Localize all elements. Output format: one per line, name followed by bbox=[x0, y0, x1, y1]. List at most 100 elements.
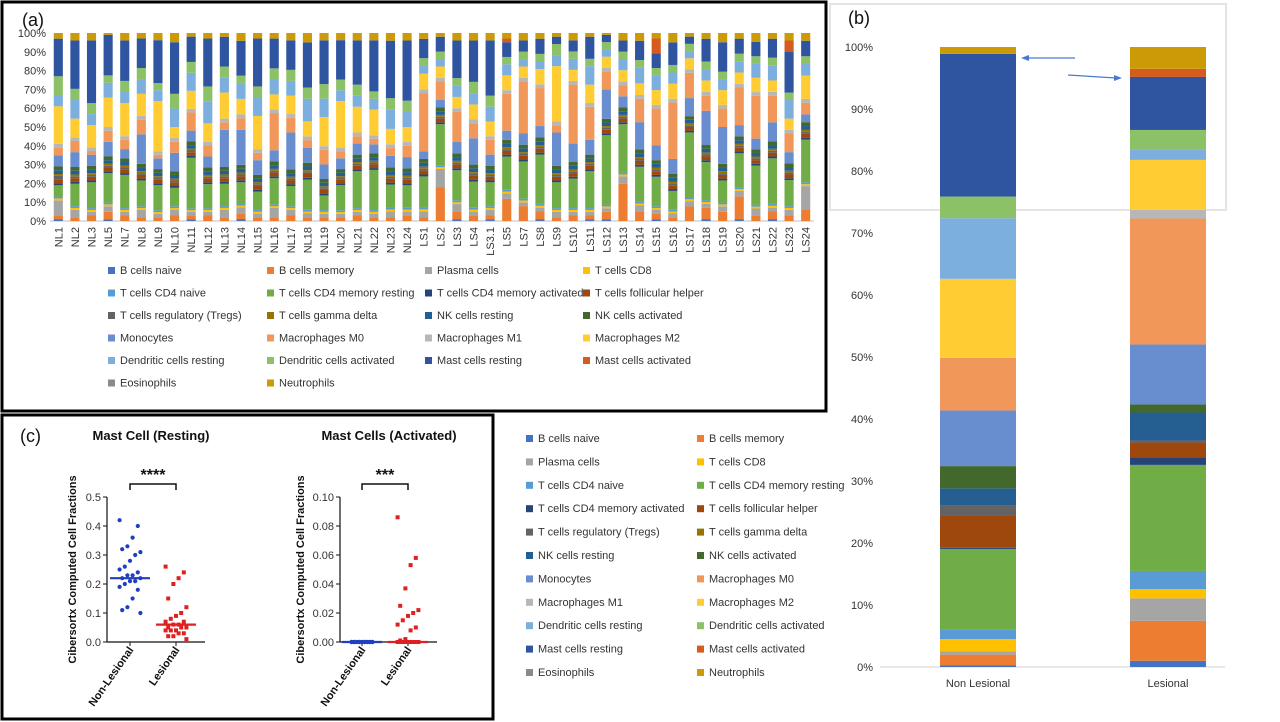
panel-a-bar-nl17-t-cells-cd4-memory-activated bbox=[286, 184, 296, 186]
panel-a-bar-ls20-t-cells-cd8 bbox=[734, 189, 744, 191]
panel-a-bar-nl20-t-cells-cd8 bbox=[336, 212, 346, 214]
panel-b-bar-non-lesional-monocytes bbox=[940, 410, 1016, 467]
panel-a-bar-ls17-macrophages-m1 bbox=[684, 69, 694, 73]
panel-a-bar-nl2-plasma-cells bbox=[70, 209, 80, 218]
panel-a-bar-ls12-dendritic-cells-activated bbox=[601, 42, 611, 50]
panel-a-bar-nl3-monocytes bbox=[86, 154, 97, 166]
panel-a-bar-ls21-t-cells-follicular-helper bbox=[751, 160, 761, 164]
panel-a-bar-ls10-macrophages-m1 bbox=[568, 80, 578, 85]
panel-a-bar-ls5-nk-cells-resting bbox=[502, 143, 512, 148]
panel-a-legend-item: Macrophages M0 bbox=[279, 333, 364, 345]
panel-a-bar-nl17-dendritic-cells-resting bbox=[286, 80, 296, 96]
panel-a-bar-ls16-nk-cells-activated bbox=[668, 174, 678, 178]
panel-a-bar-nl1-macrophages-m2 bbox=[53, 106, 63, 144]
panel-a-bar-ls7-plasma-cells bbox=[518, 202, 528, 207]
panel-a-bar-nl12-macrophages-m2 bbox=[203, 123, 213, 142]
panel-a-bar-ls18-neutrophils bbox=[701, 33, 711, 39]
panel-a-bar-nl1-macrophages-m1 bbox=[53, 143, 63, 148]
panel-a-bar-nl5-t-cells-cd8 bbox=[103, 204, 113, 207]
panel-a-bar-nl18-plasma-cells bbox=[302, 213, 312, 218]
panel-a-bar-nl7-t-cells-cd4-naive bbox=[120, 208, 130, 210]
panel-a-x-tick: LS21 bbox=[751, 227, 763, 253]
panel-a-bar-nl12-t-cells-cd4-memory-activated bbox=[203, 182, 213, 185]
panel-a-bar-ls12-t-cells-cd4-naive bbox=[601, 204, 611, 207]
panel-b-bar-non-lesional-t-cells-cd8 bbox=[940, 639, 1016, 652]
panel-a-bar-nl18-t-cells-gamma-delta bbox=[302, 170, 312, 173]
panel-a-bar-nl8-t-cells-follicular-helper bbox=[136, 174, 146, 179]
panel-a-bar-nl20-macrophages-m0 bbox=[336, 151, 346, 159]
panel-a-bar-nl11-macrophages-m2 bbox=[186, 90, 196, 109]
panel-b-legend-item: Mast cells resting bbox=[538, 644, 623, 656]
panel-a-bar-ls11-b-cells-naive bbox=[585, 219, 595, 221]
panel-c-point-lesional bbox=[171, 582, 176, 586]
panel-a-bar-ls22-b-cells-memory bbox=[767, 211, 778, 220]
panel-b-legend-item: Plasma cells bbox=[538, 456, 600, 468]
panel-a-bar-ls4-nk-cells-activated bbox=[468, 164, 479, 169]
panel-a-bar-ls11-t-cells-cd4-memory-activated bbox=[585, 169, 595, 172]
panel-a-bar-nl19-nk-cells-activated bbox=[319, 179, 329, 183]
panel-a-bar-ls5-macrophages-m1 bbox=[502, 90, 512, 94]
panel-a-bar-nl8-monocytes bbox=[136, 134, 146, 164]
panel-a-bar-nl24-mast-cells-resting bbox=[402, 40, 412, 101]
panel-a-bar-nl3-b-cells-memory bbox=[86, 215, 97, 221]
panel-a-legend-item: T cells CD4 naive bbox=[120, 288, 206, 300]
panel-a-bar-ls20-dendritic-cells-resting bbox=[734, 61, 744, 73]
panel-a-bar-ls20-t-cells-cd4-memory-activated bbox=[734, 151, 744, 154]
panel-a-bar-nl1-mast-cells-resting bbox=[53, 38, 63, 77]
panel-b-y-tick: 60% bbox=[851, 290, 873, 302]
panel-c-x-tick: Non-Lesional bbox=[87, 645, 137, 709]
panel-a-bar-nl10-t-cells-cd8 bbox=[170, 208, 180, 210]
panel-a-bar-ls3-t-cells-cd4-naive bbox=[452, 200, 462, 203]
panel-a-bar-ls7-b-cells-memory bbox=[518, 206, 528, 221]
panel-a-bar-nl17-neutrophils bbox=[286, 33, 296, 41]
panel-a-bar-nl9-t-cells-cd8 bbox=[153, 212, 163, 214]
panel-a-legend-item: Mast cells resting bbox=[437, 355, 522, 367]
panel-a-bar-ls8-macrophages-m0 bbox=[535, 88, 545, 127]
panel-a-bar-ls16-plasma-cells bbox=[668, 213, 678, 218]
panel-a-bar-nl10-t-cells-cd4-memory-resting bbox=[170, 187, 180, 207]
panel-a-bar-nl8-macrophages-m0 bbox=[136, 119, 146, 135]
panel-a-bar-nl7-dendritic-cells-resting bbox=[120, 91, 130, 104]
panel-b-legend-swatch bbox=[526, 458, 533, 466]
panel-a-bar-ls2-macrophages-m0 bbox=[435, 81, 445, 101]
panel-a-bar-nl7-t-cells-cd8 bbox=[120, 209, 130, 212]
panel-a-bar-ls22-b-cells-naive bbox=[767, 219, 778, 221]
panel-c-label: (c) bbox=[20, 426, 41, 446]
panel-a-bar-ls11-mast-cells-resting bbox=[585, 36, 595, 59]
panel-a-bar-ls21-t-cells-cd4-memory-resting bbox=[751, 165, 761, 205]
panel-a-bar-ls23-monocytes bbox=[784, 152, 794, 164]
panel-a-bar-ls13-t-cells-cd8 bbox=[618, 174, 628, 177]
panel-a-bar-nl12-dendritic-cells-activated bbox=[203, 86, 213, 102]
panel-a-legend-swatch bbox=[267, 334, 274, 342]
panel-a-bar-ls2-t-cells-follicular-helper bbox=[435, 118, 445, 123]
panel-a-bar-nl2-t-cells-cd4-memory-resting bbox=[70, 183, 80, 207]
panel-a-bar-ls3-dendritic-cells-activated bbox=[452, 78, 462, 86]
panel-a-x-tick: LS12 bbox=[601, 227, 613, 253]
panel-a-bar-nl16-mast-cells-resting bbox=[269, 38, 279, 69]
panel-a-bar-nl21-b-cells-memory bbox=[352, 215, 362, 221]
panel-a-legend-swatch bbox=[108, 379, 115, 387]
panel-a-bar-nl18-nk-cells-resting bbox=[302, 166, 312, 171]
panel-a-x-tick: NL5 bbox=[103, 227, 115, 247]
panel-a-bar-ls2-t-cells-cd4-memory-activated bbox=[435, 122, 445, 125]
panel-a-bar-ls10-dendritic-cells-activated bbox=[568, 51, 578, 59]
panel-a-bar-ls12-macrophages-m0 bbox=[601, 71, 611, 90]
panel-a-bar-ls4-plasma-cells bbox=[468, 211, 479, 216]
panel-a-bar-nl23-t-cells-cd4-memory-activated bbox=[385, 182, 396, 185]
panel-b-legend-swatch bbox=[526, 669, 533, 676]
panel-a-bar-ls9-macrophages-m0 bbox=[552, 125, 562, 133]
panel-a-bar-ls15-macrophages-m0 bbox=[651, 108, 661, 146]
panel-a-bar-ls16-neutrophils bbox=[668, 33, 678, 43]
panel-a-bar-nl2-nk-cells-resting bbox=[70, 170, 80, 175]
panel-a-bar-nl2-t-cells-follicular-helper bbox=[70, 178, 80, 182]
panel-a-bar-nl21-dendritic-cells-resting bbox=[352, 95, 362, 107]
panel-a-label: (a) bbox=[22, 10, 44, 30]
panel-a-bar-ls19-monocytes bbox=[718, 127, 728, 164]
panel-a-bar-nl13-mast-cells-resting bbox=[219, 36, 229, 67]
panel-a-bar-ls9-t-cells-cd4-memory-activated bbox=[552, 180, 562, 183]
panel-a-bar-nl8-nk-cells-activated bbox=[136, 163, 146, 168]
panel-a-bar-nl16-dendritic-cells-activated bbox=[269, 68, 279, 80]
panel-b-bar-lesional-plasma-cells bbox=[1130, 598, 1206, 621]
panel-a-x-tick: LS9 bbox=[552, 227, 564, 247]
panel-c-y-tick: 0.00 bbox=[313, 637, 334, 649]
